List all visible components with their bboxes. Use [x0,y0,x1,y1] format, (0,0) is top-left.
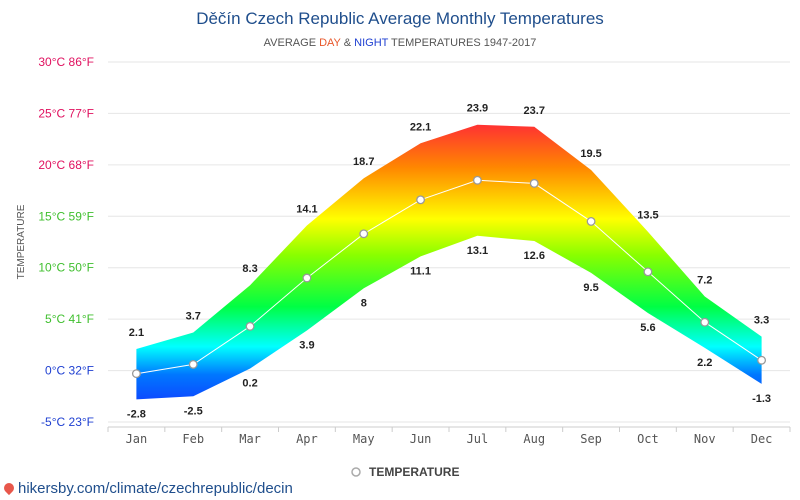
x-tick-label: Jul [467,432,489,446]
x-tick-label: Nov [694,432,716,446]
subtitle-amp: & [341,37,354,49]
y-tick-label: 0°C 32°F [45,364,94,378]
night-value-label: -1.3 [752,393,771,405]
x-tick-label: Dec [751,432,773,446]
night-value-label: -2.5 [184,405,203,417]
subtitle-prefix: AVERAGE [264,37,319,49]
x-tick-label: May [353,432,375,446]
data-labels: 2.1 3.7 8.3 14.1 18.7 22.1 23.9 23.7 19.5 13.5 7.2… [127,103,771,421]
x-tick-label: Mar [239,432,261,446]
average-point[interactable] [757,355,767,365]
night-value-label: 2.2 [697,357,712,369]
y-tick-label: 10°C 50°F [38,261,94,275]
day-value-label: 18.7 [353,156,374,168]
night-value-label: 13.1 [467,245,488,257]
chart-subtitle: AVERAGE DAY & NIGHT TEMPERATURES 1947-20… [264,37,537,49]
night-value-label: 9.5 [583,282,598,294]
night-value-label: 0.2 [242,378,257,390]
night-value-label: 11.1 [410,265,431,277]
average-point[interactable] [643,267,653,277]
night-value-label: 3.9 [299,339,314,351]
average-point[interactable] [700,317,710,327]
y-tick-label: 15°C 59°F [38,209,94,223]
y-tick-label: 25°C 77°F [38,106,94,120]
day-value-label: 13.5 [637,210,658,222]
night-value-label: 12.6 [524,250,545,262]
subtitle-suffix: TEMPERATURES 1947-2017 [388,37,536,49]
x-tick-label: Aug [523,432,545,446]
day-value-label: 7.2 [697,275,712,287]
source-link[interactable]: hikersby.com/climate/czechrepublic/decin [1,480,293,497]
source-url: hikersby.com/climate/czechrepublic/decin [18,480,293,497]
legend-label: TEMPERATURE [369,465,459,479]
temperature-band [136,124,762,400]
x-tick-label: Jan [126,432,148,446]
legend[interactable]: TEMPERATURE [351,465,459,479]
y-tick-label: 20°C 68°F [38,158,94,172]
night-value-label: 8 [361,297,367,309]
x-tick-label: Feb [182,432,204,446]
day-value-label: 19.5 [580,148,601,160]
map-pin-icon [1,480,17,495]
average-line [136,179,762,375]
x-tick-label: Oct [637,432,659,446]
day-value-label: 3.7 [186,311,201,323]
subtitle-day: DAY [319,37,341,49]
x-axis: Jan Feb Mar Apr May Jun Jul Aug Sep Oct Nov Dec [107,426,791,446]
average-point[interactable] [586,216,596,226]
day-value-label: 3.3 [754,315,769,327]
day-value-label: 8.3 [242,263,257,275]
y-axis-label: TEMPERATURE [16,204,27,279]
y-axis-ticks: 30°C 86°F 25°C 77°F 20°C 68°F 15°C 59°F 10°C… [38,55,94,429]
day-value-label: 22.1 [410,121,431,133]
subtitle-night: NIGHT [354,37,389,49]
average-point[interactable] [302,273,312,283]
average-point[interactable] [416,195,426,205]
day-value-label: 23.7 [524,105,545,117]
average-points [131,175,767,379]
night-value-label: -2.8 [127,408,146,420]
average-point[interactable] [529,178,539,188]
average-point[interactable] [188,359,198,369]
average-point[interactable] [472,175,482,185]
average-point[interactable] [359,229,369,239]
y-tick-label: 5°C 41°F [45,312,94,326]
y-tick-label: 30°C 86°F [38,55,94,69]
x-tick-label: Sep [580,432,602,446]
chart-title: Děčín Czech Republic Average Monthly Tem… [196,9,604,28]
x-tick-label: Jun [410,432,432,446]
day-value-label: 14.1 [296,204,317,216]
day-value-label: 2.1 [129,327,144,339]
day-value-label: 23.9 [467,103,488,115]
x-tick-label: Apr [296,432,318,446]
y-tick-label: -5°C 23°F [41,415,94,429]
average-point[interactable] [131,369,141,379]
legend-marker-icon [351,467,361,477]
average-point[interactable] [245,321,255,331]
night-value-label: 5.6 [640,322,655,334]
